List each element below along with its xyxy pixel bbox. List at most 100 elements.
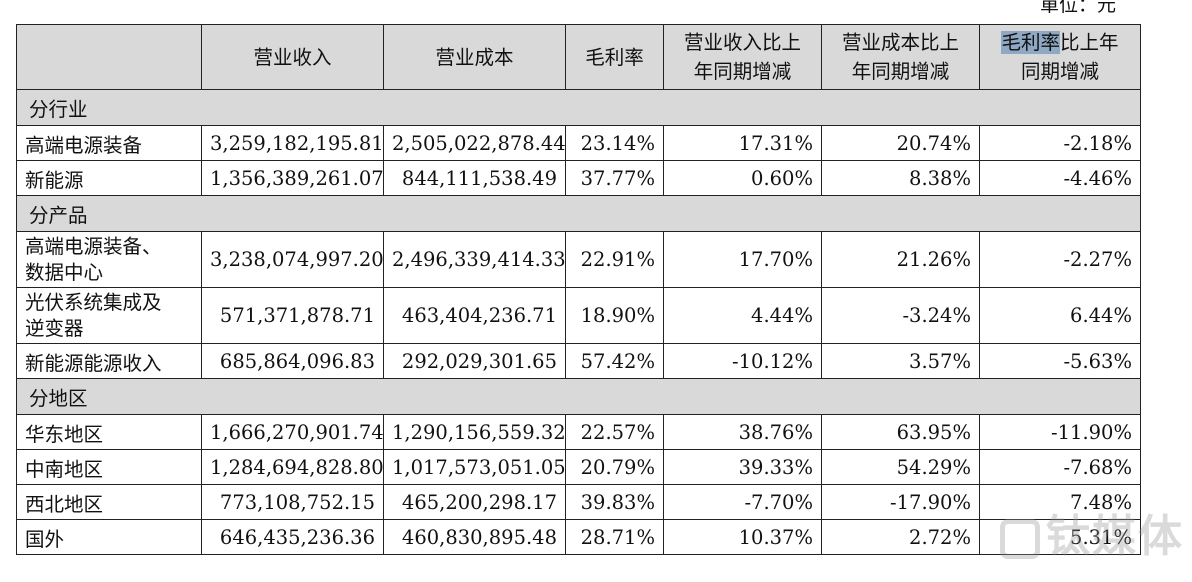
cell-value: 39.83% <box>565 484 664 520</box>
cell-value: 10.37% <box>663 519 822 555</box>
section-title: 分地区 <box>16 378 1141 415</box>
cell-value: -10.12% <box>663 343 822 379</box>
cell-value: 21.26% <box>821 231 980 288</box>
cell-value: 8.38% <box>821 160 980 196</box>
row-label-line: 光伏系统集成及 <box>25 290 162 314</box>
section-row: 分产品 <box>16 195 1141 232</box>
cell-value: 18.90% <box>565 287 664 344</box>
cell-value: 37.77% <box>565 160 664 196</box>
header-blank <box>16 24 202 90</box>
cell-value: 39.33% <box>663 449 822 485</box>
cell-value: 3.57% <box>821 343 980 379</box>
cell-value: 2.72% <box>821 519 980 555</box>
row-label: 新能源能源收入 <box>16 343 202 379</box>
header-margin-change-line1: 比上年 <box>1060 31 1119 54</box>
header-margin-highlight: 毛利率 <box>1001 31 1060 54</box>
cell-value: -11.90% <box>979 414 1141 450</box>
row-label: 高端电源装备、 数据中心 <box>16 231 202 288</box>
cell-value: 7.48% <box>979 484 1141 520</box>
row-label-line: 逆变器 <box>25 316 84 340</box>
row-label: 新能源 <box>16 160 202 196</box>
cell-value: 1,017,573,051.05 <box>383 449 566 485</box>
table-row: 中南地区 1,284,694,828.80 1,017,573,051.05 20.7… <box>16 449 1141 485</box>
header-gross-margin: 毛利率 <box>565 24 664 90</box>
cell-value: 6.44% <box>979 287 1141 344</box>
header-cost-change: 营业成本比上 年同期增减 <box>821 24 980 90</box>
cell-value: 5.31% <box>979 519 1141 555</box>
unit-label: 單位：元 <box>1040 0 1117 16</box>
cell-value: 4.44% <box>663 287 822 344</box>
header-margin-change: 毛利率比上年同期增减 <box>979 24 1141 90</box>
row-label-line: 中南地区 <box>25 457 104 481</box>
cell-value: -3.24% <box>821 287 980 344</box>
row-label-line: 高端电源装备 <box>25 133 143 157</box>
cell-value: 1,284,694,828.80 <box>201 449 384 485</box>
cell-value: 1,356,389,261.07 <box>201 160 384 196</box>
row-label-line: 西北地区 <box>25 492 104 516</box>
section-row: 分地区 <box>16 378 1141 415</box>
cell-value: 773,108,752.15 <box>201 484 384 520</box>
cell-value: 23.14% <box>565 125 664 161</box>
cell-value: 57.42% <box>565 343 664 379</box>
cell-value: 1,666,270,901.74 <box>201 414 384 450</box>
cell-value: -5.63% <box>979 343 1141 379</box>
cell-value: 63.95% <box>821 414 980 450</box>
header-row: 营业收入 营业成本 毛利率 营业收入比上 年同期增减 营业成本比上 年同期增减 毛利… <box>16 24 1141 90</box>
cell-value: 685,864,096.83 <box>201 343 384 379</box>
cell-value: 3,238,074,997.20 <box>201 231 384 288</box>
header-margin-change-line2: 同期增减 <box>1020 60 1099 83</box>
financial-table: 营业收入 营业成本 毛利率 营业收入比上 年同期增减 营业成本比上 年同期增减 毛利… <box>16 24 1141 555</box>
row-label: 中南地区 <box>16 449 202 485</box>
cell-value: -4.46% <box>979 160 1141 196</box>
cell-value: -17.90% <box>821 484 980 520</box>
table-row: 高端电源装备、 数据中心 3,238,074,997.20 2,496,339,414… <box>16 231 1141 288</box>
header-cost-change-line2: 年同期增减 <box>851 60 950 83</box>
header-revenue-change-line2: 年同期增减 <box>693 60 792 83</box>
row-label: 高端电源装备 <box>16 125 202 161</box>
cell-value: 28.71% <box>565 519 664 555</box>
cell-value: 17.70% <box>663 231 822 288</box>
row-label-line: 华东地区 <box>25 422 104 446</box>
cell-value: 38.76% <box>663 414 822 450</box>
cell-value: 1,290,156,559.32 <box>383 414 566 450</box>
cell-value: 22.57% <box>565 414 664 450</box>
cell-value: 20.74% <box>821 125 980 161</box>
section-row: 分行业 <box>16 89 1141 126</box>
row-label: 华东地区 <box>16 414 202 450</box>
cell-value: 292,029,301.65 <box>383 343 566 379</box>
cell-value: -7.68% <box>979 449 1141 485</box>
header-revenue-change-line1: 营业收入比上 <box>683 31 801 54</box>
table-row: 高端电源装备 3,259,182,195.81 2,505,022,878.44 23… <box>16 125 1141 161</box>
cell-value: 465,200,298.17 <box>383 484 566 520</box>
table-row: 华东地区 1,666,270,901.74 1,290,156,559.32 22.5… <box>16 414 1141 450</box>
header-cost: 营业成本 <box>383 24 566 90</box>
cell-value: 460,830,895.48 <box>383 519 566 555</box>
row-label-line: 高端电源装备、 <box>25 234 162 258</box>
header-revenue: 营业收入 <box>201 24 384 90</box>
table-row: 西北地区 773,108,752.15 465,200,298.17 39.83% -7… <box>16 484 1141 520</box>
row-label: 光伏系统集成及 逆变器 <box>16 287 202 344</box>
row-label: 国外 <box>16 519 202 555</box>
cell-value: 17.31% <box>663 125 822 161</box>
cell-value: -2.18% <box>979 125 1141 161</box>
table-row: 新能源能源收入 685,864,096.83 292,029,301.65 57.42… <box>16 343 1141 379</box>
cell-value: 22.91% <box>565 231 664 288</box>
cell-value: 20.79% <box>565 449 664 485</box>
cell-value: 2,496,339,414.33 <box>383 231 566 288</box>
section-title: 分行业 <box>16 89 1141 126</box>
row-label-line: 新能源能源收入 <box>25 351 162 375</box>
cell-value: 2,505,022,878.44 <box>383 125 566 161</box>
header-revenue-change: 营业收入比上 年同期增减 <box>663 24 822 90</box>
cell-value: 463,404,236.71 <box>383 287 566 344</box>
table-row: 新能源 1,356,389,261.07 844,111,538.49 37.77% 0… <box>16 160 1141 196</box>
cell-value: 54.29% <box>821 449 980 485</box>
table-row: 光伏系统集成及 逆变器 571,371,878.71 463,404,236.71 18… <box>16 287 1141 344</box>
cell-value: 844,111,538.49 <box>383 160 566 196</box>
row-label-line: 新能源 <box>25 168 84 192</box>
cell-value: 3,259,182,195.81 <box>201 125 384 161</box>
row-label-line: 国外 <box>25 527 65 551</box>
row-label-line: 数据中心 <box>25 260 104 284</box>
table-row: 国外 646,435,236.36 460,830,895.48 28.71% 10.3… <box>16 519 1141 555</box>
cell-value: -7.70% <box>663 484 822 520</box>
cell-value: -2.27% <box>979 231 1141 288</box>
